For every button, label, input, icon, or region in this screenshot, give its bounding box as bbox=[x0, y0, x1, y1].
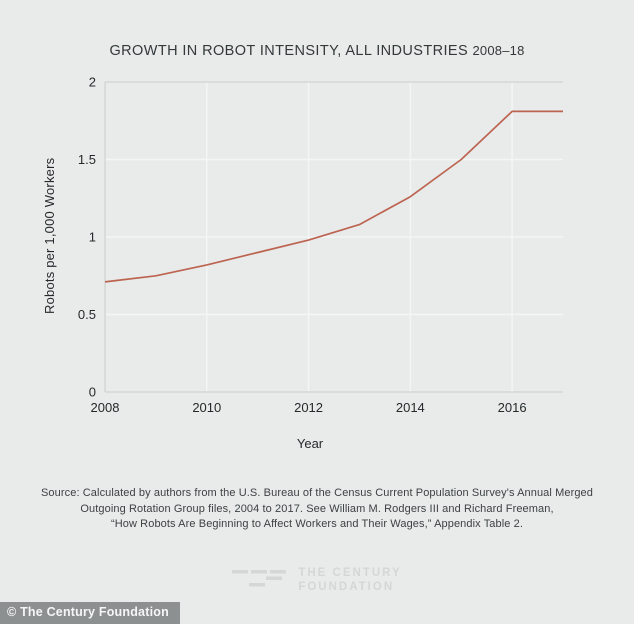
logo-line-1: THE CENTURY bbox=[298, 567, 402, 579]
logo-wordmark: THE CENTURY FOUNDATION bbox=[298, 567, 401, 594]
chart-title-years: 2008–18 bbox=[472, 43, 525, 58]
x-tick-label: 2010 bbox=[192, 400, 221, 415]
source-line: Outgoing Rotation Group files, 2004 to 2… bbox=[80, 502, 554, 515]
x-tick-label: 2014 bbox=[396, 400, 425, 415]
century-foundation-logo: THE CENTURY FOUNDATION bbox=[0, 567, 634, 594]
x-tick-label: 2008 bbox=[91, 400, 120, 415]
chart-title: GROWTH IN ROBOT INTENSITY, ALL INDUSTRIE… bbox=[0, 43, 634, 59]
source-note: Source: Calculated by authors from the U… bbox=[0, 486, 634, 533]
logo-line-2: FOUNDATION bbox=[298, 580, 395, 593]
y-tick-label: 1 bbox=[89, 230, 96, 245]
y-tick-label: 0.5 bbox=[78, 307, 96, 322]
y-axis-label: Robots per 1,000 Workers bbox=[42, 157, 57, 315]
line-chart: 0 0.5 1 1.5 2 2008 2010 2012 2014 2016 bbox=[78, 75, 563, 415]
robot-intensity-line bbox=[104, 110, 563, 283]
x-tick-label: 2012 bbox=[294, 400, 323, 415]
century-foundation-logo-icon bbox=[232, 570, 287, 587]
y-tick-label: 1.5 bbox=[78, 152, 96, 167]
source-line: Source: Calculated by authors from the U… bbox=[41, 487, 593, 499]
y-tick-label: 0 bbox=[89, 385, 96, 400]
y-tick-label: 2 bbox=[89, 75, 96, 90]
x-tick-label: 2016 bbox=[498, 400, 527, 415]
logo-dashes bbox=[232, 570, 287, 587]
chart-title-text: GROWTH IN ROBOT INTENSITY, ALL INDUSTRIE… bbox=[109, 43, 469, 59]
x-axis-label: Year bbox=[296, 436, 324, 451]
copyright-badge: © The Century Foundation bbox=[0, 602, 180, 624]
source-line: “How Robots Are Beginning to Affect Work… bbox=[110, 518, 524, 530]
